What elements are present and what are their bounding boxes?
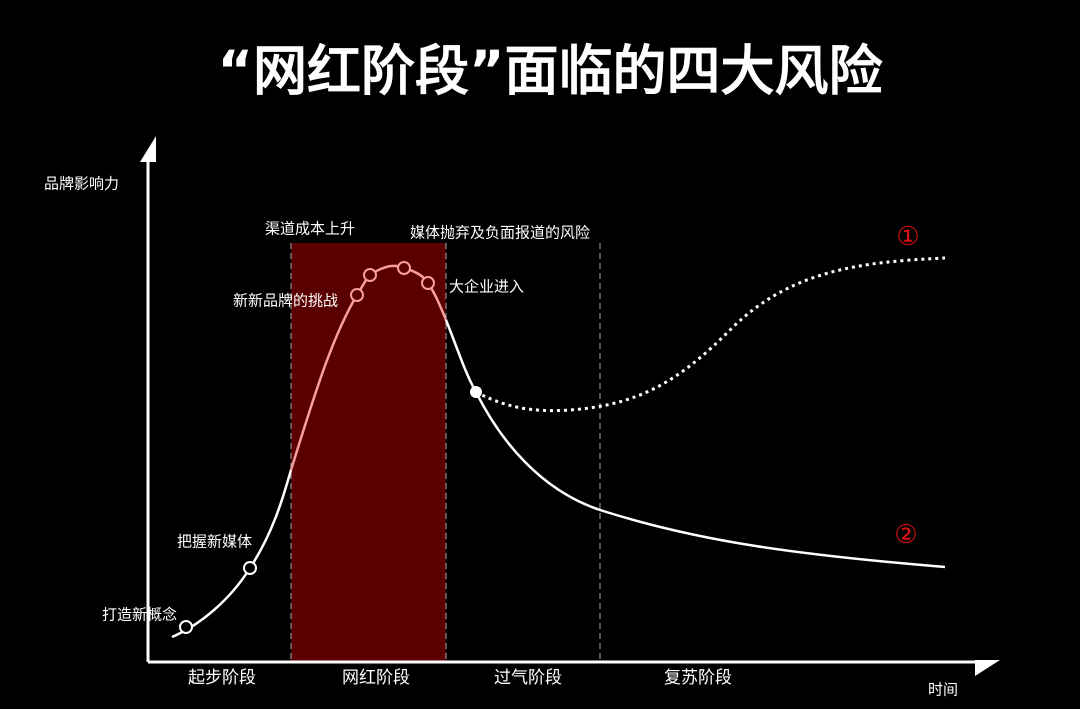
stage-label: 网红阶段: [342, 668, 410, 688]
annotation: 媒体抛弃及负面报道的风险: [410, 224, 590, 242]
annotation: 打造新概念: [102, 606, 177, 624]
curve-decline: [444, 319, 946, 569]
highlight-region: [291, 243, 446, 662]
stage-label: 复苏阶段: [664, 668, 732, 688]
y-axis-arrow: [140, 136, 156, 162]
curve-recovery: [475, 256, 946, 413]
stage-label: 起步阶段: [188, 668, 256, 688]
milestone: [350, 288, 364, 302]
title: “网红阶段”面临的四大风险: [218, 40, 884, 103]
milestones-peak: [350, 261, 435, 302]
stage-label: 过气阶段: [494, 668, 562, 688]
x-axis-arrow: [975, 660, 1000, 676]
milestone: [179, 620, 193, 634]
milestone: [397, 261, 411, 275]
milestone: [363, 268, 377, 282]
branch-point: [470, 386, 482, 398]
milestones: [179, 561, 257, 634]
scenario-marker: ①: [896, 222, 919, 252]
x-axis-label: 时间: [928, 681, 958, 699]
annotation: 大企业进入: [449, 278, 524, 296]
annotation: 渠道成本上升: [265, 220, 355, 238]
scenario-marker: ②: [894, 520, 917, 550]
annotation: 把握新媒体: [177, 533, 252, 551]
annotation: 新新品牌的挑战: [233, 292, 338, 310]
y-axis-label: 品牌影响力: [44, 175, 119, 193]
milestone: [421, 276, 435, 290]
milestone: [243, 561, 257, 575]
